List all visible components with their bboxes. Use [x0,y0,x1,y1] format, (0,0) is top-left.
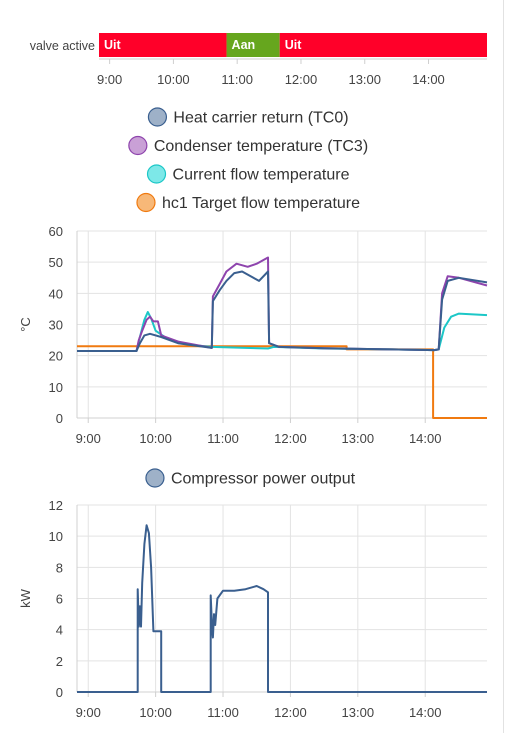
x-tick-label: 13:00 [342,705,375,720]
legend-label: Compressor power output [171,471,356,488]
y-tick-label: 12 [49,498,63,513]
legend-item[interactable]: Heat carrier return (TC0) [147,107,349,127]
y-tick-label: 2 [56,654,63,669]
y-tick-label: 0 [56,411,63,426]
legend-item[interactable]: Compressor power output [145,468,356,488]
timeline-tick-label: 12:00 [285,72,318,87]
x-tick-label: 9:00 [76,431,101,446]
series-line [77,270,488,352]
series-line [77,311,488,352]
x-tick-label: 11:00 [207,431,239,446]
legend-item[interactable]: Condenser temperature (TC3) [128,135,368,156]
legend-label: Current flow temperature [173,167,350,184]
y-tick-label: 8 [56,560,63,575]
valve-active-timeline: valve active Uit Aan Uit 9:00 10:00 11:00 12:… [30,33,487,87]
x-tick-label: 14:00 [409,705,442,720]
x-tick-label: 9:00 [76,705,101,720]
x-tick-label: 10:00 [139,705,172,720]
temperature-chart: Heat carrier return (TC0) Condenser tempe… [18,107,488,446]
series-line [77,524,487,693]
legend-label: Condenser temperature (TC3) [154,138,368,155]
x-tick-label: 14:00 [409,431,442,446]
y-tick-label: 10 [49,529,63,544]
legend-item[interactable]: hc1 Target flow temperature [136,192,360,213]
timeline-tick-label: 10:00 [157,72,190,87]
y-tick-label: 0 [56,685,63,700]
y-tick-label: 30 [49,318,63,333]
x-tick-label: 13:00 [342,431,375,446]
timeline-segment [226,33,280,57]
series-lines [77,256,488,419]
y-tick-label: 50 [49,255,63,270]
y-axis-label: °C [18,317,33,332]
x-tick-label: 11:00 [207,705,239,720]
series-lines [77,524,487,693]
timeline-tick-label: 14:00 [412,72,445,87]
legend-marker [145,468,165,488]
timeline-tick-label: 9:00 [97,72,122,87]
legend-item[interactable]: Current flow temperature [146,164,350,184]
legend: Heat carrier return (TC0) Condenser tempe… [128,107,368,213]
legend: Compressor power output [145,468,356,488]
legend-label: Heat carrier return (TC0) [173,110,348,127]
legend-marker [128,135,148,156]
timeline-tick-label: 11:00 [221,72,253,87]
timeline-segment [99,33,227,57]
legend-marker [147,107,168,127]
panel-divider [503,0,504,733]
timeline-tick-label: 13:00 [348,72,381,87]
timeline-segment-label: Uit [104,38,122,52]
timeline-segment-label: Uit [285,38,303,52]
y-tick-label: 40 [49,286,63,301]
legend-label: hc1 Target flow temperature [162,195,360,212]
timeline-segment-label: Aan [232,38,256,52]
y-tick-label: 60 [49,224,63,239]
y-tick-label: 20 [49,349,63,364]
y-tick-label: 6 [56,592,63,607]
x-tick-label: 10:00 [139,431,172,446]
grid: 0 2 4 6 8 10 12 9:00 10:00 11:00 12:00 13:00 14:00 [49,498,487,720]
power-chart: Compressor power output 0 2 4 6 8 10 12 9:00 10:0… [18,468,487,720]
legend-marker [146,164,167,184]
legend-marker [136,192,156,213]
x-tick-label: 12:00 [274,431,307,446]
y-tick-label: 4 [56,623,63,638]
x-tick-label: 12:00 [274,705,307,720]
y-axis-label: kW [18,588,33,608]
timeline-label: valve active [30,39,95,53]
grid: 0 10 20 30 40 50 60 9:00 10:00 11:00 12:00 13:00 14:… [49,224,487,446]
timeline-segment [279,33,487,57]
y-tick-label: 10 [49,380,63,395]
